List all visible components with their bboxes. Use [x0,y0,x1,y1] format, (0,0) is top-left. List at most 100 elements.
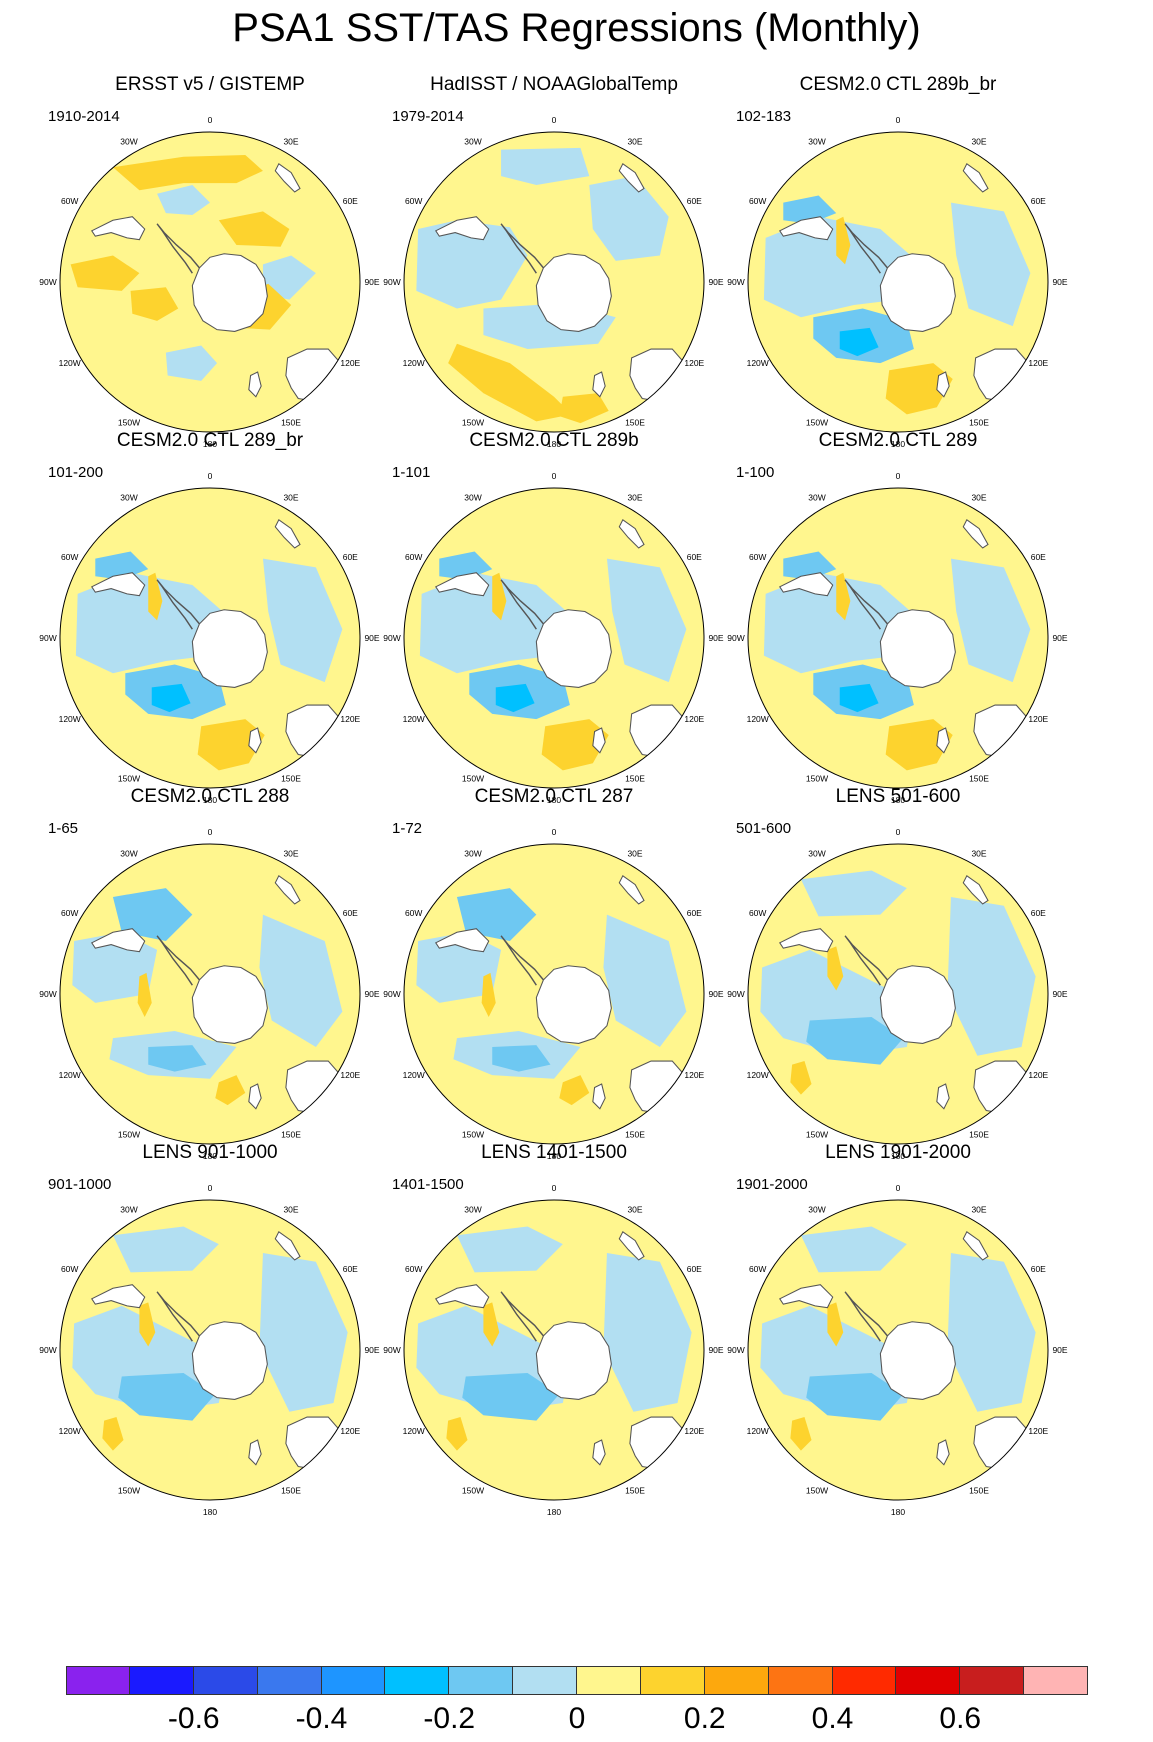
tasmania-landmass [299,401,308,412]
map-boundary [403,131,705,433]
colorbar-tick-label: -0.4 [295,1702,348,1735]
longitude-label: 120E [340,358,360,368]
longitude-label: 150W [806,1129,828,1139]
australia-landmass [285,1416,342,1469]
antarctic-peninsula-coast [500,579,544,630]
longitude-label: 180 [891,1507,905,1517]
map-field-inner [60,132,360,432]
longitude-label: 30W [464,1205,481,1215]
longitude-label: 30E [283,493,298,503]
warm-anomaly-west [70,255,140,291]
longitude-label: 180 [203,439,217,449]
panel-title: CESM2.0 CTL 287 [474,786,634,807]
africa-landmass [618,162,645,193]
longitude-label: 120E [684,1426,704,1436]
longitude-label: 90W [727,633,744,643]
map-boundary [403,843,705,1145]
cool-anomaly-pacific [806,1372,904,1421]
colorbar-box [66,1666,130,1695]
tasmania-landmass [987,1113,996,1124]
warm-anomaly-south-pacific [541,719,609,771]
map-field-inner [748,1200,1048,1500]
tasmania-landmass [643,757,652,768]
panel-period: 102-183 [736,108,792,125]
longitude-label: 120E [684,358,704,368]
new-zealand-landmass [936,1083,950,1110]
longitude-label: 90E [708,1345,723,1355]
panel-period: 1979-2014 [392,108,464,125]
longitude-label: 150W [806,417,828,427]
map-land [434,162,686,412]
colorbar-box [832,1666,897,1695]
longitude-label: 180 [891,795,905,805]
warm-anomaly-southwest [102,1417,124,1451]
map-panel: CESM2.0 CTL 289_br 0 30E 60E 90E 120E 150E 180 1… [24,430,396,822]
colorbar-tick-label: -0.2 [423,1702,476,1735]
cool-anomaly-north [800,1226,907,1273]
antarctic-peninsula-coast [156,579,200,630]
longitude-label: 90W [383,277,400,287]
map-field [60,844,360,1144]
map-land [90,518,342,768]
longitude-label: 180 [203,1507,217,1517]
longitude-label: 60W [749,196,766,206]
map-boundary [747,843,1049,1145]
longitude-label: 60E [1031,196,1046,206]
longitude-label: 0 [208,827,213,837]
antarctica-landmass [191,1321,268,1400]
longitude-label: 60E [343,196,358,206]
polar-map: 0 30E 60E 90E 120E 150E 180 150W 120W 90W 60W 30W [39,827,380,1161]
colorbar-tick-label: -0.6 [167,1702,220,1735]
panel-period: 1901-2000 [736,1176,808,1193]
antarctic-peninsula-coast [500,1291,544,1342]
polar-map: 0 30E 60E 90E 120E 150E 180 150W 120W 90W 60W 30W [383,827,724,1161]
tasmania-landmass [987,401,996,412]
polar-map: 0 30E 60E 90E 120E 150E 180 150W 120W 90W 60W 30W [383,471,724,805]
warm-anomaly-peninsula [148,572,163,621]
australia-landmass [973,1416,1030,1469]
map-field-inner [404,132,704,432]
cool-anomaly-indian [606,558,687,683]
south-america-landmass [434,1284,490,1309]
longitude-label: 60E [1031,552,1046,562]
australia-landmass [285,348,342,401]
map-field-inner [60,1200,360,1500]
longitude-label: 150W [118,1129,140,1139]
longitude-label: 90W [727,989,744,999]
colorbar-tick-label: 0.2 [683,1702,726,1735]
longitude-label: 150E [281,773,301,783]
cool-anomaly-pacific [148,1045,207,1072]
new-zealand-landmass [592,1083,606,1110]
map-field [60,132,360,432]
longitude-label: 150E [281,1129,301,1139]
africa-landmass [962,874,989,905]
warm-anomaly-peninsula [483,1302,500,1347]
colorbar-box [513,1666,577,1695]
longitude-label: 30W [120,137,137,147]
africa-landmass [962,518,989,549]
longitude-label: 90W [383,1345,400,1355]
warm-anomaly-southwest [130,287,179,321]
longitude-label: 150W [118,773,140,783]
cool-anomaly-atlantic [95,551,149,580]
map-field [404,1200,704,1500]
map-land [434,874,686,1124]
south-america-landmass [778,216,834,241]
tasmania-landmass [643,1469,652,1480]
longitude-label: 60W [749,552,766,562]
longitude-label: 0 [208,1183,213,1193]
cool-anomaly-east [262,255,316,300]
south-america-landmass [778,928,834,953]
longitude-label: 150W [118,417,140,427]
map-panel: ERSST v5 / GISTEMP 0 30E 60E 90E 120E 150E 180 1… [24,74,396,466]
cool-anomaly-indian [950,558,1031,683]
longitude-label: 90E [1052,989,1067,999]
new-zealand-landmass [936,727,950,754]
longitude-label: 150E [281,417,301,427]
longitude-label: 30E [627,849,642,859]
panel-title: CESM2.0 CTL 289 [818,430,978,451]
map-field [404,844,704,1144]
longitude-label: 90W [383,989,400,999]
map-panel: CESM2.0 CTL 289b_br 0 30E 60E 90E 120E 150E 180… [712,74,1084,466]
